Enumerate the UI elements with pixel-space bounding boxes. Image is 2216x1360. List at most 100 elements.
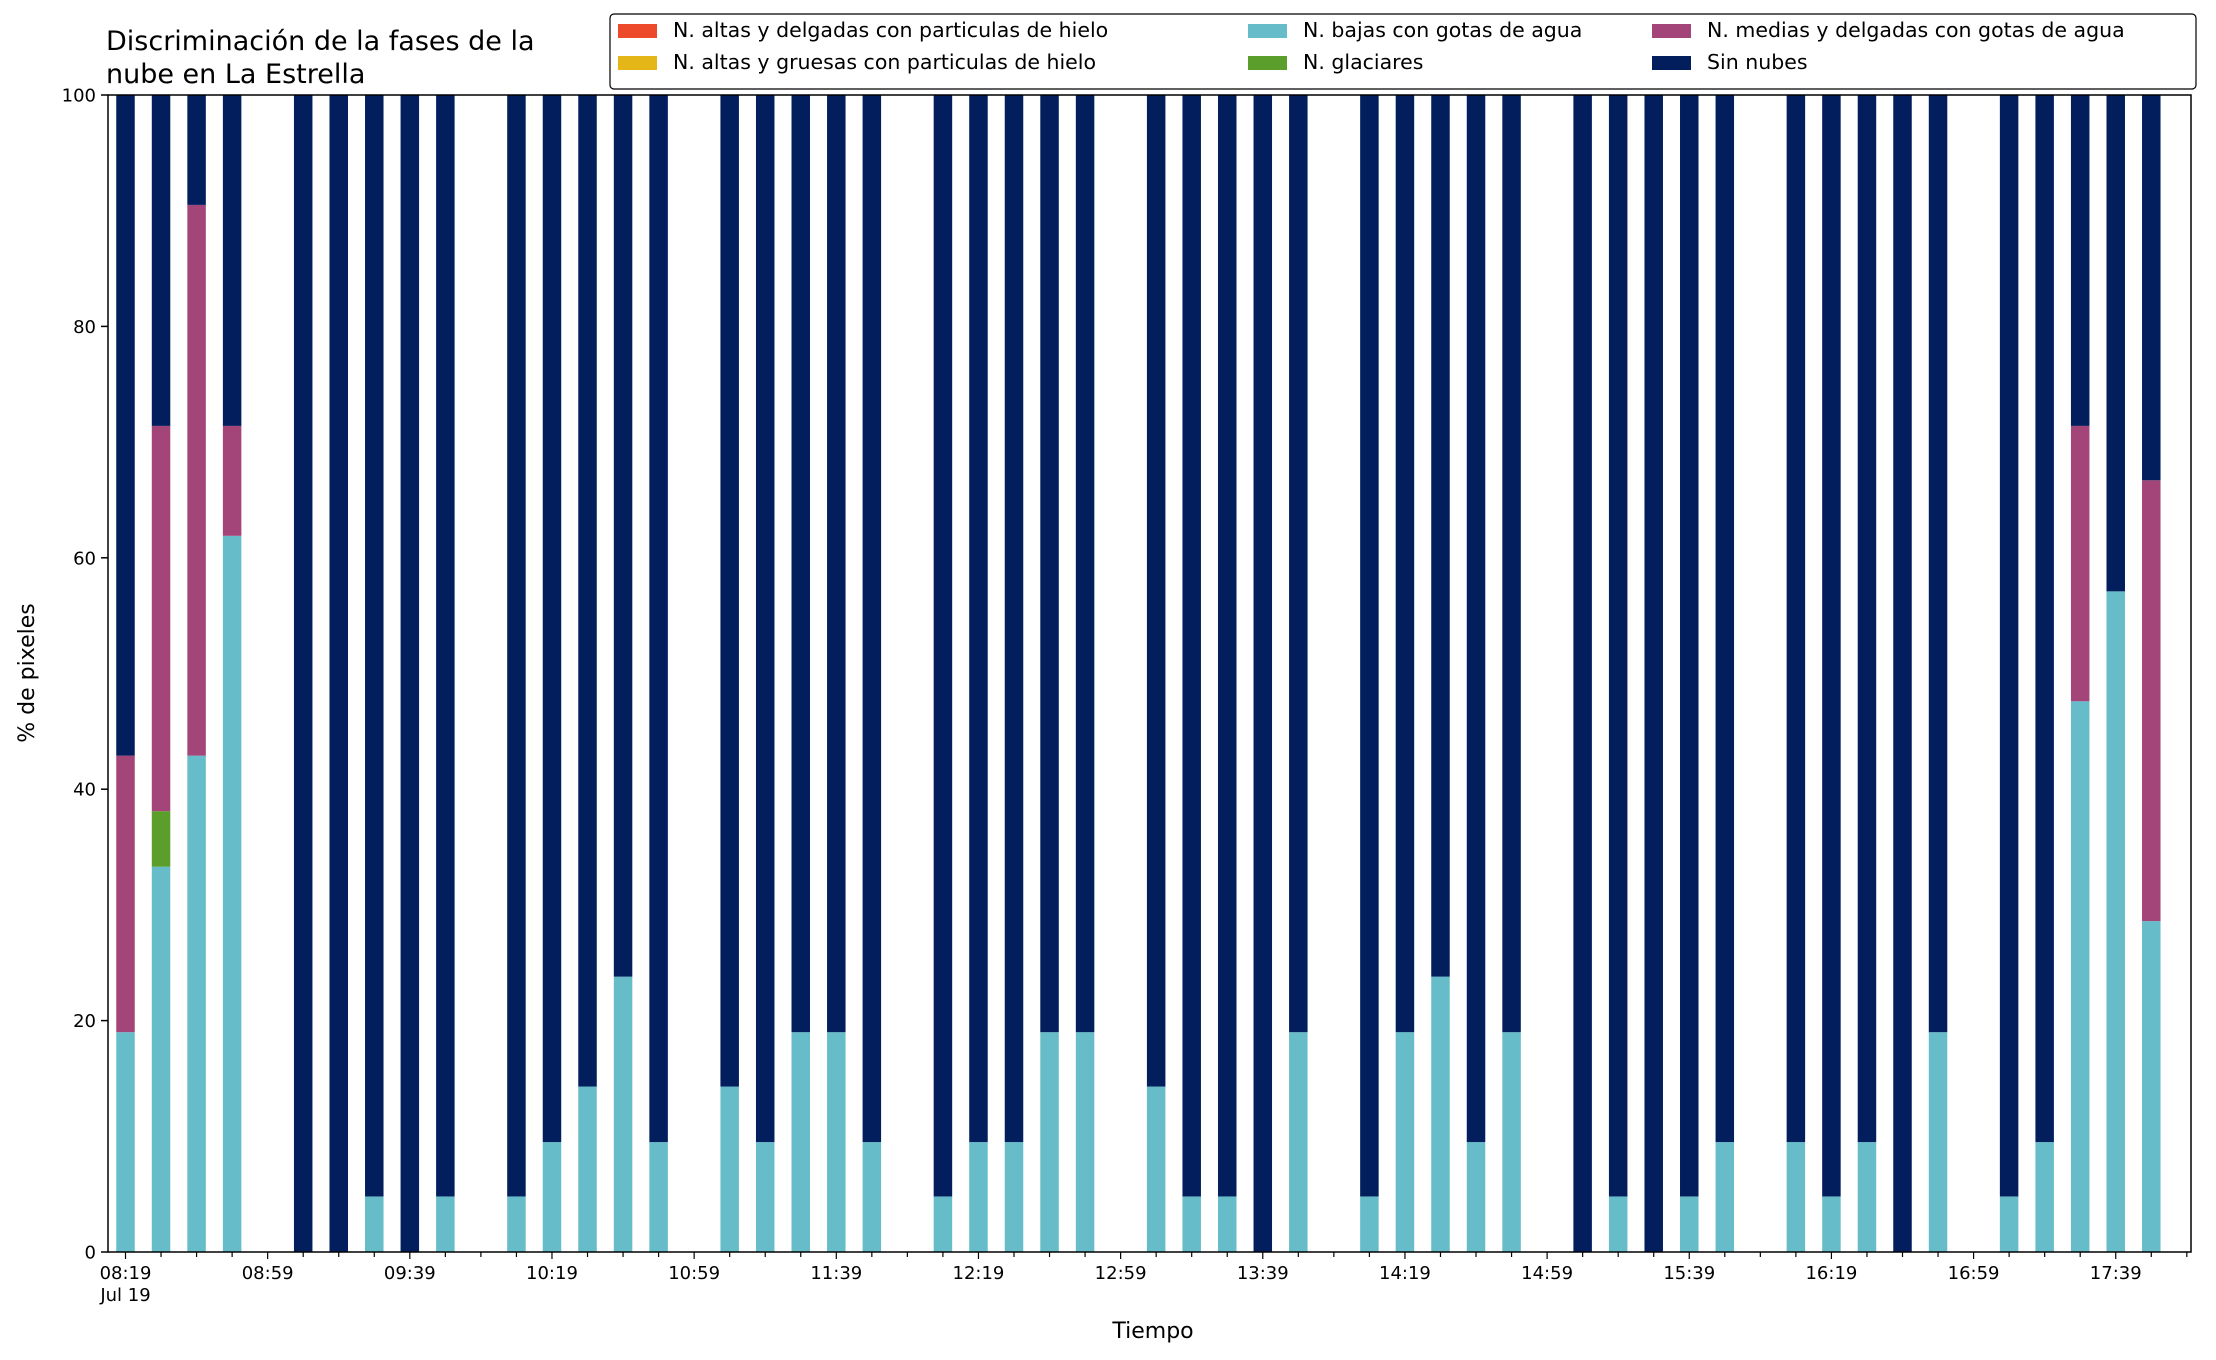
bar-segment-1709-sin-nubes (1999, 95, 2019, 1197)
bar-segment-1319-sin-nubes (1182, 95, 1201, 1197)
bar-segment-1139-n-bajas-con-gotas-de-agua (827, 1032, 846, 1252)
y-axis: 0 20 40 60 80 100 (62, 86, 108, 1264)
legend-label-n-bajas-con-gotas-de-agua: N. bajas con gotas de agua (1303, 18, 1582, 42)
bar-segment-1519-sin-nubes (1608, 95, 1628, 1197)
legend-swatch-n-glaciares (1248, 56, 1287, 70)
bar-segment-1439-sin-nubes (1466, 95, 1486, 1143)
plot-area-frame (107, 94, 2192, 1253)
bar-segment-1209-sin-nubes (933, 95, 953, 1197)
bar-segment-1749-n-bajas-con-gotas-de-agua (2142, 921, 2161, 1252)
bar-segment-1619-n-bajas-con-gotas-de-agua (1822, 1196, 1841, 1252)
bar-segment-0839-n-medias-y-delgadas-con-gotas-de-agua (187, 204, 206, 756)
x-tick-label-1459: 14:59 (1521, 1263, 1573, 1284)
x-tick-label-0819: 08:19 (100, 1263, 152, 1284)
x-tick-label-1739: 17:39 (2090, 1263, 2142, 1284)
bar-segment-1039-n-bajas-con-gotas-de-agua (613, 976, 633, 1252)
legend-label-n-medias-y-delgadas-con-gotas-de-agua: N. medias y delgadas con gotas de agua (1707, 18, 2125, 42)
bar-segment-0829-sin-nubes (151, 95, 171, 426)
bar-segment-1539-sin-nubes (1680, 95, 1699, 1197)
bar-segment-1349-sin-nubes (1289, 95, 1308, 1033)
bar-segment-1409-sin-nubes (1360, 95, 1379, 1197)
bar-segment-1509-sin-nubes (1573, 95, 1592, 1252)
x-tick-label-1139: 11:39 (810, 1263, 862, 1284)
y-tick-label-40: 40 (73, 780, 96, 801)
bar-segment-1049-n-bajas-con-gotas-de-agua (649, 1142, 668, 1252)
bar-segment-0839-sin-nubes (187, 95, 206, 205)
bar-segment-0939-sin-nubes (400, 95, 420, 1252)
chart-title-line-1: Discriminación de la fases de la (106, 26, 535, 57)
y-tick-label-60: 60 (73, 548, 96, 569)
bar-segment-0849-n-medias-y-delgadas-con-gotas-de-agua (222, 425, 242, 536)
bar-segment-1349-n-bajas-con-gotas-de-agua (1289, 1032, 1308, 1252)
bar-segment-1649-n-bajas-con-gotas-de-agua (1928, 1032, 1948, 1252)
bar-segment-1639-sin-nubes (1893, 95, 1912, 1252)
bar-segment-1029-sin-nubes (578, 95, 597, 1087)
legend-label-n-glaciares: N. glaciares (1303, 50, 1423, 74)
bar-segment-1619-sin-nubes (1822, 95, 1841, 1197)
legend-label-sin-nubes: Sin nubes (1707, 50, 1808, 74)
bar-segment-1039-sin-nubes (613, 95, 633, 977)
legend-swatch-n-altas-y-delgadas-con-particulas-de-hielo (618, 24, 657, 38)
bar-segment-1109-n-bajas-con-gotas-de-agua (720, 1086, 739, 1252)
bar-segment-1609-sin-nubes (1786, 95, 1806, 1143)
bar-segment-1629-sin-nubes (1857, 95, 1877, 1143)
x-tick-label-1019: 10:19 (526, 1263, 578, 1284)
bar-segment-0829-n-medias-y-delgadas-con-gotas-de-agua (151, 425, 171, 812)
bar-segment-1029-n-bajas-con-gotas-de-agua (578, 1086, 597, 1252)
bar-segment-1449-n-bajas-con-gotas-de-agua (1502, 1032, 1521, 1252)
bar-segment-1609-n-bajas-con-gotas-de-agua (1786, 1142, 1806, 1252)
bar-segment-1329-n-bajas-con-gotas-de-agua (1217, 1196, 1237, 1252)
bar-segment-0909-sin-nubes (293, 95, 313, 1252)
bar-segment-1429-sin-nubes (1431, 95, 1450, 977)
bar-segment-1709-n-bajas-con-gotas-de-agua (1999, 1196, 2019, 1252)
bar-segment-1439-n-bajas-con-gotas-de-agua (1466, 1142, 1486, 1252)
bar-segment-1049-sin-nubes (649, 95, 668, 1143)
x-tick-label-1219: 12:19 (953, 1263, 1005, 1284)
x-tick-label-1059: 10:59 (668, 1263, 720, 1284)
bar-segment-1549-sin-nubes (1715, 95, 1735, 1143)
bar-segment-0929-n-bajas-con-gotas-de-agua (365, 1196, 384, 1252)
bar-segment-0949-n-bajas-con-gotas-de-agua (436, 1196, 455, 1252)
bar-segment-1319-n-bajas-con-gotas-de-agua (1182, 1196, 1201, 1252)
x-axis-label: Tiempo (1111, 1319, 1193, 1344)
x-tick-label-0859: 08:59 (242, 1263, 294, 1284)
bar-segment-1429-n-bajas-con-gotas-de-agua (1431, 976, 1450, 1252)
bar-segment-1739-sin-nubes (2106, 95, 2125, 592)
y-tick-label-20: 20 (73, 1011, 96, 1032)
bar-segment-1529-sin-nubes (1644, 95, 1663, 1252)
legend-swatch-n-medias-y-delgadas-con-gotas-de-agua (1652, 24, 1691, 38)
bar-segment-0819-n-medias-y-delgadas-con-gotas-de-agua (116, 755, 135, 1033)
bar-segment-1149-n-bajas-con-gotas-de-agua (862, 1142, 882, 1252)
bar-segment-1339-sin-nubes (1253, 95, 1273, 1252)
bar-segment-1119-sin-nubes (755, 95, 775, 1143)
bar-segment-0829-n-bajas-con-gotas-de-agua (151, 866, 171, 1252)
bar-segment-0919-sin-nubes (329, 95, 348, 1252)
bar-segment-1729-n-bajas-con-gotas-de-agua (2070, 701, 2090, 1252)
bar-segment-1419-n-bajas-con-gotas-de-agua (1395, 1032, 1415, 1252)
bar-segment-1019-sin-nubes (542, 95, 562, 1143)
bar-segment-1229-sin-nubes (1004, 95, 1024, 1143)
bar-segment-1649-sin-nubes (1928, 95, 1948, 1033)
bar-segment-0829-n-glaciares (151, 811, 171, 867)
bar-segment-1719-n-bajas-con-gotas-de-agua (2035, 1142, 2054, 1252)
bar-segment-1329-sin-nubes (1217, 95, 1237, 1197)
bar-segment-1149-sin-nubes (862, 95, 882, 1143)
bar-segment-1139-sin-nubes (827, 95, 846, 1033)
bar-segment-1239-sin-nubes (1040, 95, 1059, 1033)
x-tick-label-1259: 12:59 (1095, 1263, 1147, 1284)
bar-segment-0839-n-bajas-con-gotas-de-agua (187, 755, 206, 1252)
bar-segment-1109-sin-nubes (720, 95, 739, 1087)
bar-segment-1309-sin-nubes (1146, 95, 1166, 1087)
bar-segment-1739-n-bajas-con-gotas-de-agua (2106, 591, 2125, 1252)
bar-segment-1219-n-bajas-con-gotas-de-agua (969, 1142, 988, 1252)
bar-segment-1519-n-bajas-con-gotas-de-agua (1608, 1196, 1628, 1252)
legend-label-n-altas-y-gruesas-con-particulas-de-hielo: N. altas y gruesas con particulas de hie… (673, 50, 1096, 74)
bar-segment-1719-sin-nubes (2035, 95, 2054, 1143)
x-tick-label-1339: 13:39 (1237, 1263, 1289, 1284)
bar-segment-1239-n-bajas-con-gotas-de-agua (1040, 1032, 1059, 1252)
chart-title-line-2: nube en La Estrella (106, 59, 365, 90)
legend-label-n-altas-y-delgadas-con-particulas-de-hielo: N. altas y delgadas con particulas de hi… (673, 18, 1108, 42)
bar-segment-1409-n-bajas-con-gotas-de-agua (1360, 1196, 1379, 1252)
